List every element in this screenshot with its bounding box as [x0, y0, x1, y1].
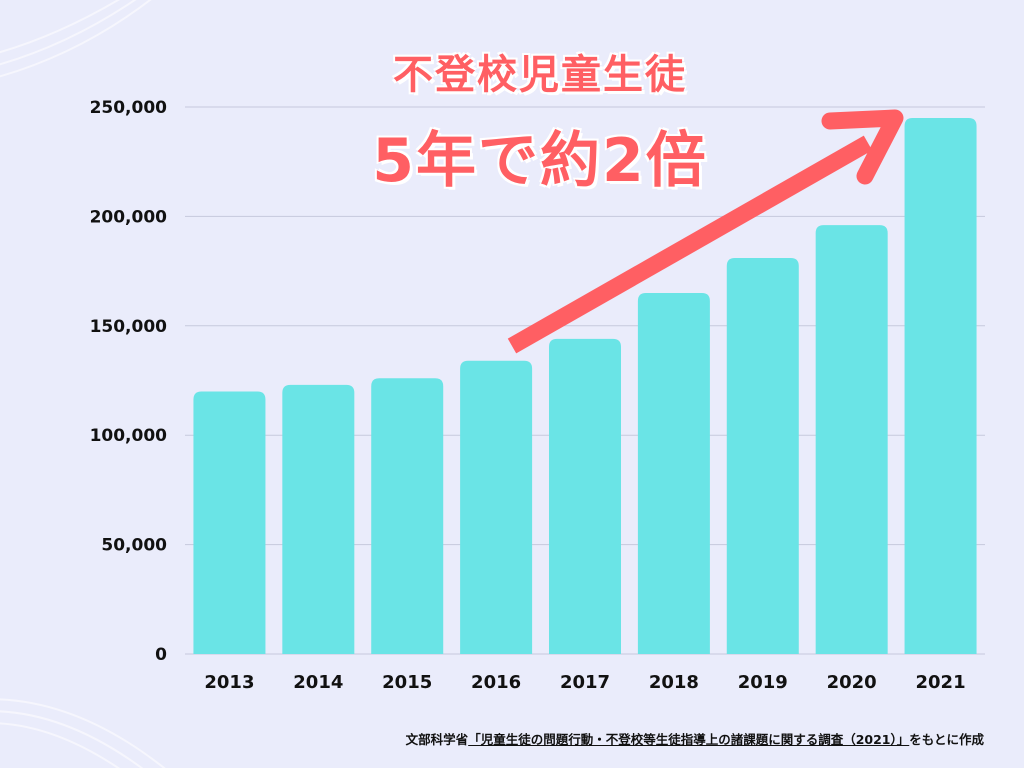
bar — [460, 360, 533, 654]
x-tick-label: 2013 — [204, 672, 254, 693]
y-axis-ticks: 0 50,000 100,000 150,000 200,000 250,000 — [90, 98, 168, 665]
arrow-head — [821, 109, 904, 185]
trend-arrow-icon — [507, 109, 904, 354]
x-tick-label: 2020 — [827, 672, 877, 693]
x-tick-label: 2014 — [293, 672, 343, 693]
y-tick-label: 200,000 — [90, 207, 168, 227]
bar — [904, 117, 977, 654]
x-axis-labels: 2013 2014 2015 2016 2017 2018 2019 2020 2021 — [204, 672, 965, 693]
x-tick-label: 2016 — [471, 672, 521, 693]
bar — [193, 391, 266, 654]
chart-title: 不登校児童生徒 — [393, 52, 687, 98]
chart-subtitle: 5年で約2倍 — [372, 126, 708, 196]
y-tick-label: 100,000 — [90, 426, 168, 446]
x-tick-label: 2019 — [738, 672, 788, 693]
source-report: 「児童生徒の問題行動・不登校等生徒指導上の諸課題に関する調査（2021）」 — [468, 732, 910, 747]
bars — [193, 117, 977, 655]
bar — [371, 378, 444, 654]
arrow-shaft — [507, 135, 873, 354]
x-tick-label: 2018 — [649, 672, 699, 693]
source-prefix: 文部科学省 — [405, 732, 469, 747]
y-tick-label: 250,000 — [90, 98, 168, 118]
y-tick-label: 150,000 — [90, 317, 168, 337]
x-tick-label: 2015 — [382, 672, 432, 693]
bar — [282, 384, 355, 654]
y-tick-label: 0 — [155, 645, 167, 665]
bar — [549, 338, 621, 654]
y-tick-label: 50,000 — [101, 536, 167, 556]
bar — [637, 292, 710, 654]
source-note: 文部科学省「児童生徒の問題行動・不登校等生徒指導上の諸課題に関する調査（2021… — [406, 729, 984, 748]
source-suffix: をもとに作成 — [909, 732, 984, 747]
bar — [726, 257, 799, 654]
x-tick-label: 2017 — [560, 672, 610, 693]
x-tick-label: 2021 — [916, 672, 966, 693]
bar — [815, 225, 888, 655]
